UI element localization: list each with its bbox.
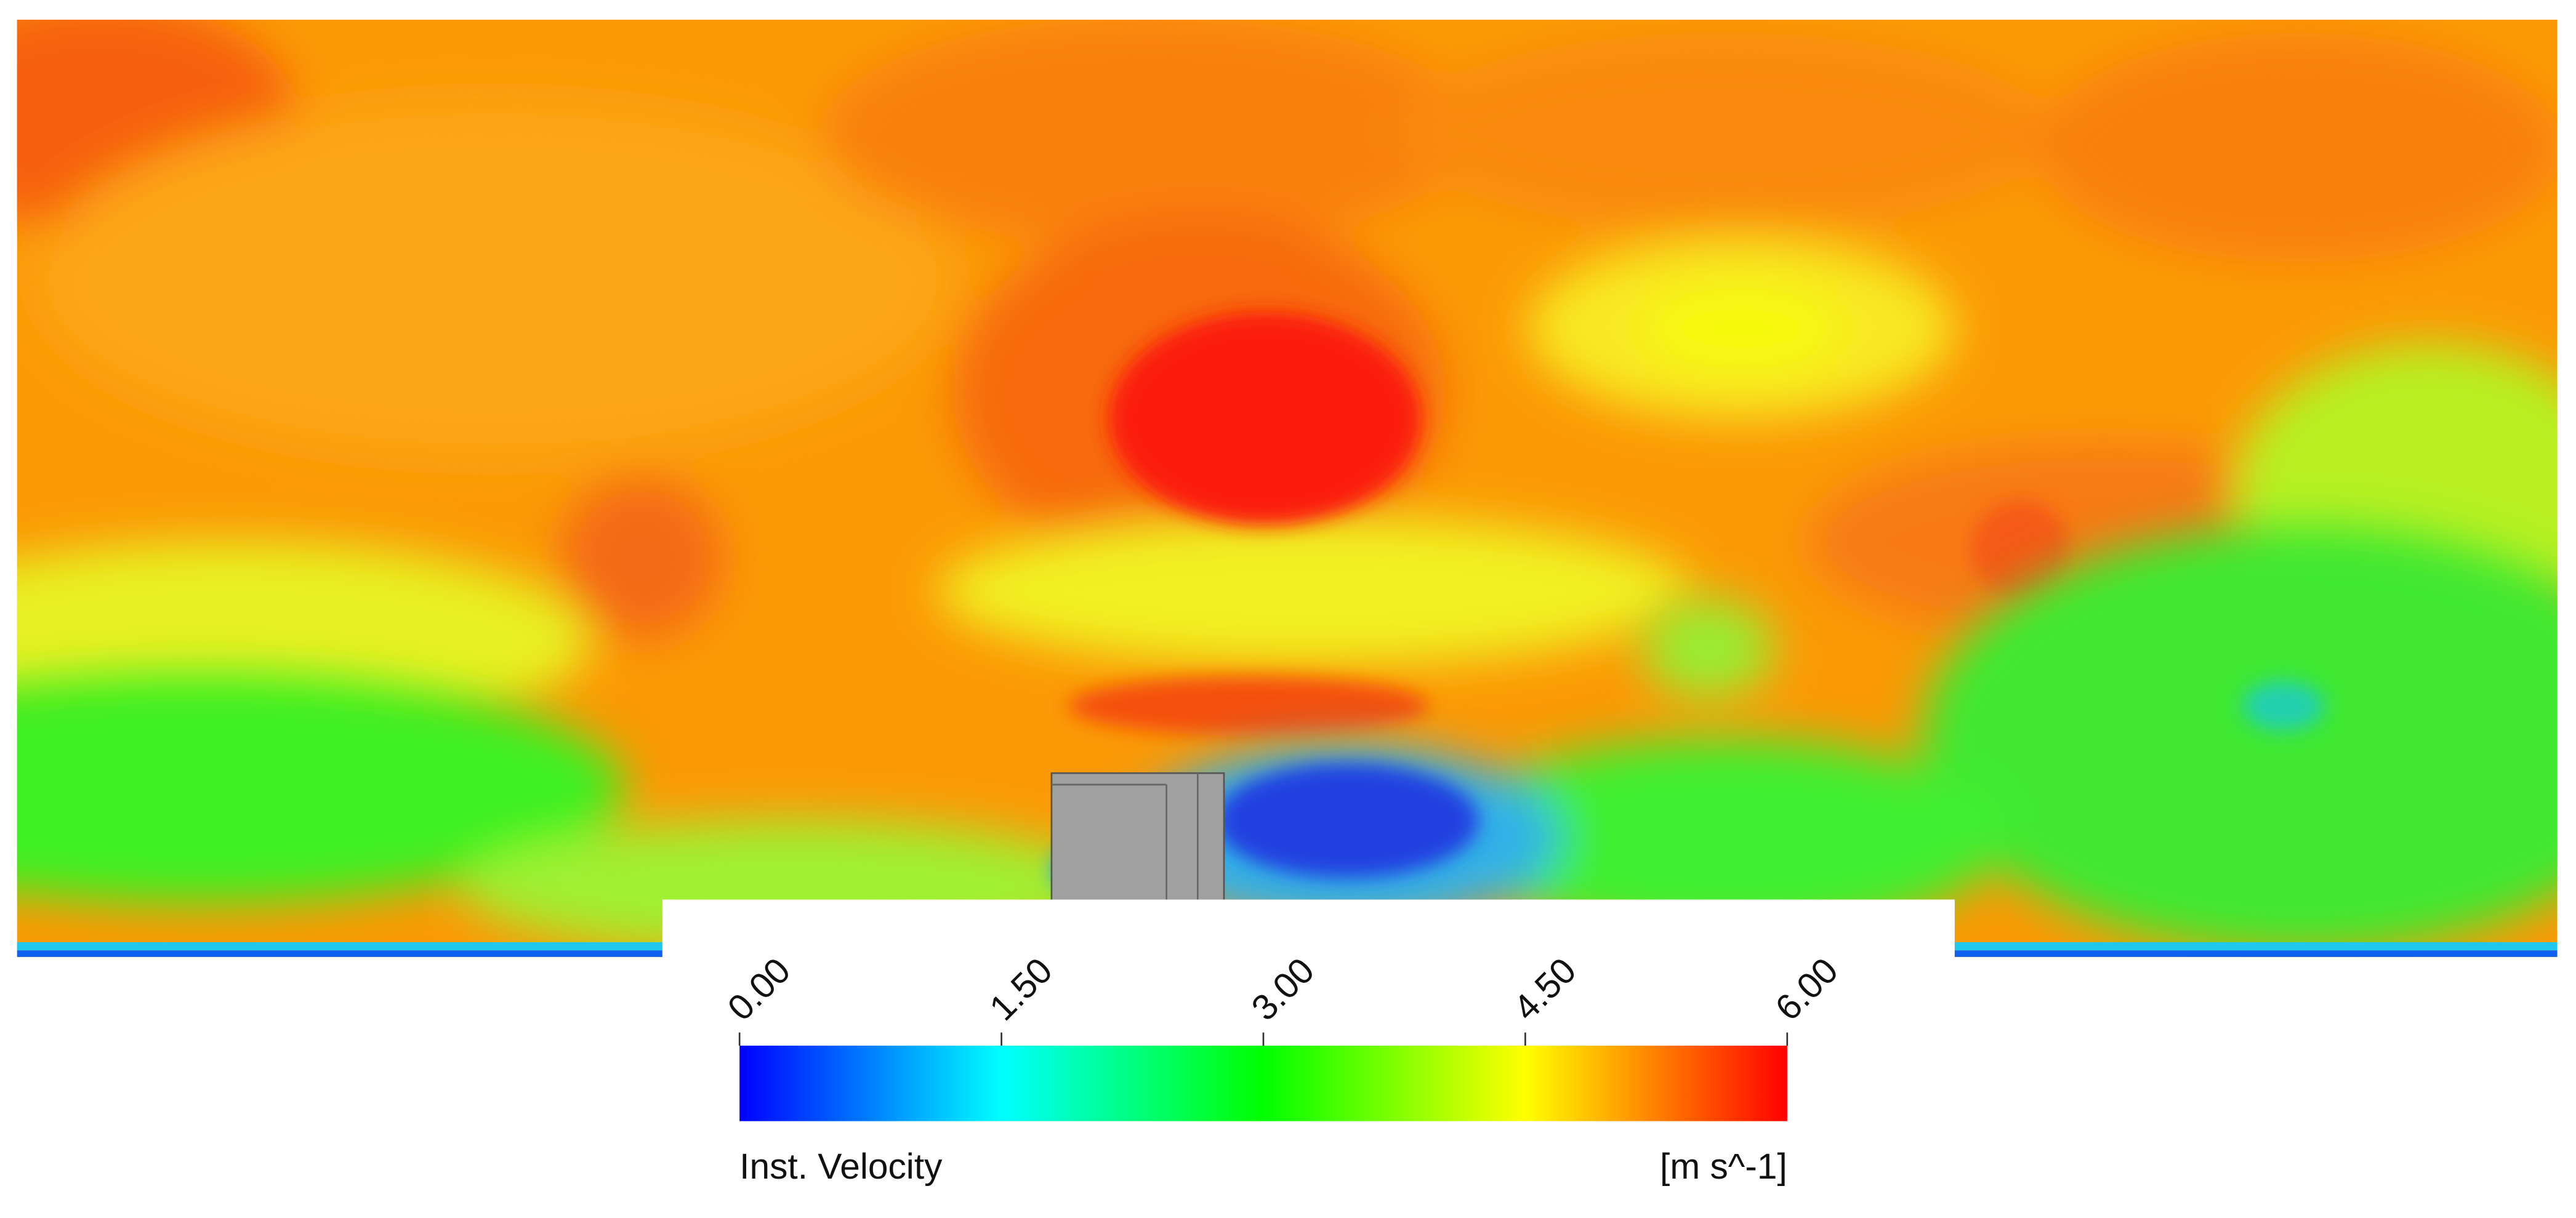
colorbar-title: Inst. Velocity — [739, 1147, 943, 1187]
colorbar-scale — [739, 1045, 1787, 1121]
velocity-field — [17, 20, 2558, 957]
colorbar-unit: [m s^-1] — [1660, 1147, 1787, 1187]
colorbar: 0.00 1.50 3.00 4.50 6.00 — [720, 950, 1846, 1121]
